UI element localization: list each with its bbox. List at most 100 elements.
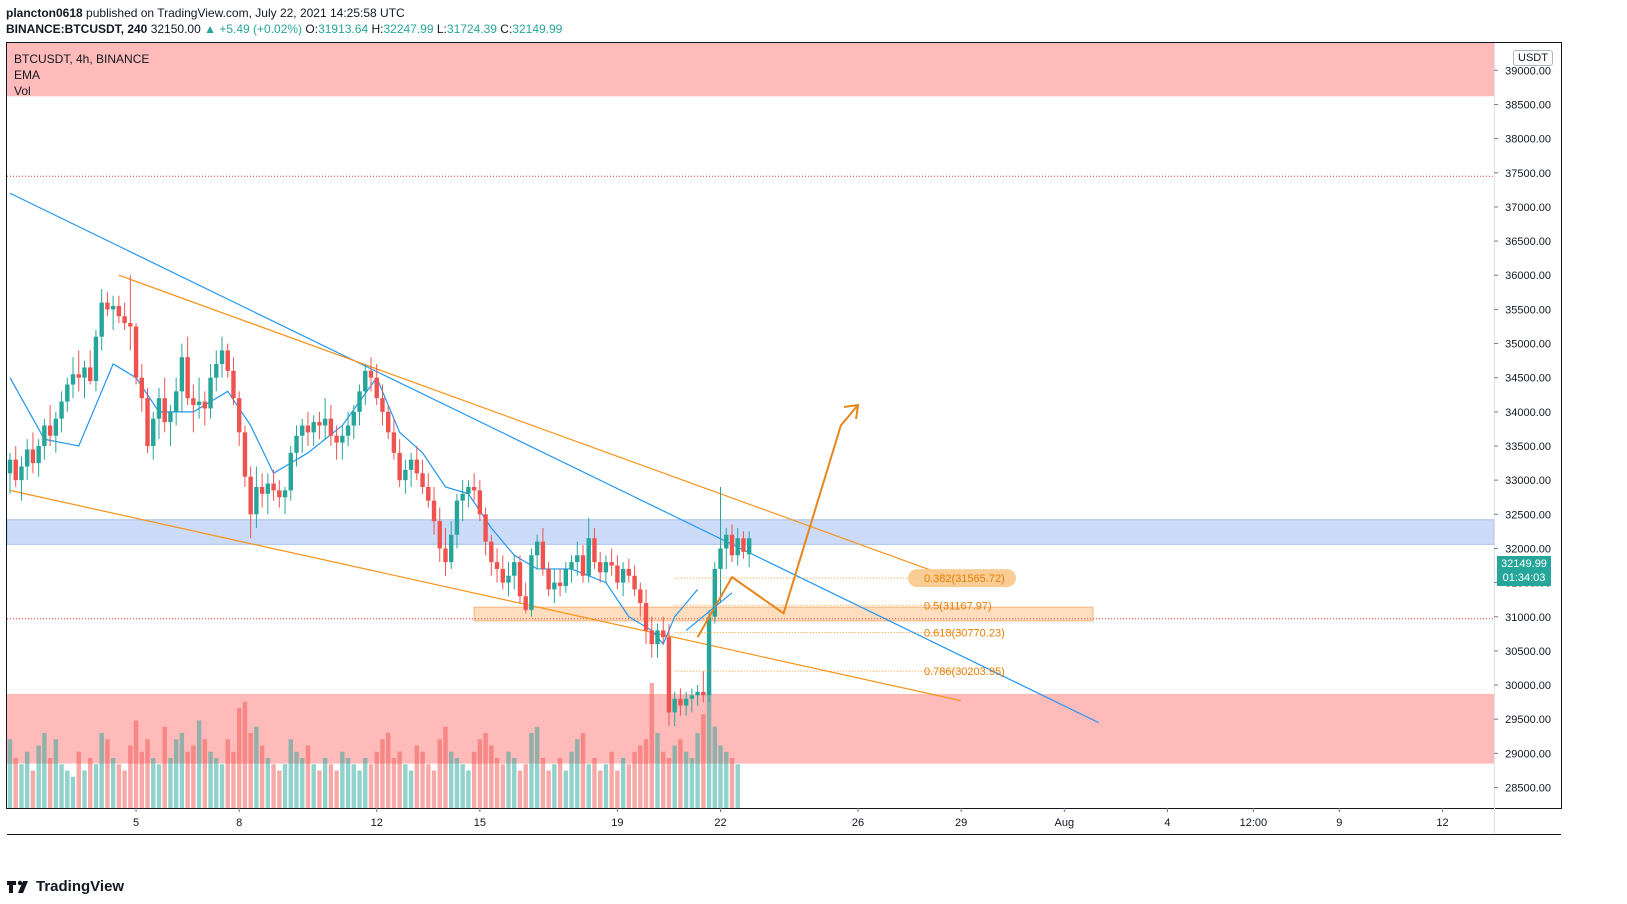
candle [466,480,471,508]
volume-bar [632,751,637,808]
fib-label: 0.382(31565.72) [924,573,1005,585]
candle-body [168,411,173,423]
volume-bar [294,751,299,808]
candle-body [156,398,162,419]
close-label: C: [500,22,513,36]
candle-body [13,459,18,481]
candle-body [259,486,265,494]
candle-body [552,582,557,590]
volume-bar [345,758,351,808]
volume-bar [219,764,225,808]
volume-bar [603,764,609,808]
publisher-name[interactable]: plancton0618 [6,6,83,20]
candle-body [563,568,569,587]
candle-body [546,568,551,590]
y-tick-label: 35000.00 [1505,339,1551,351]
candle-body [116,305,122,317]
candle-body [592,538,597,563]
candle [282,486,288,515]
candle [500,555,505,590]
volume-bar [13,758,18,808]
close-value: 32149.99 [512,22,563,36]
volume-bar [265,758,271,808]
volume-bar [403,764,408,808]
candle [477,480,483,522]
candle-body [219,350,225,365]
volume-bar [133,720,139,808]
y-tick-label: 36500.00 [1505,236,1551,248]
candle [294,425,299,467]
candle [557,568,563,597]
candle [632,565,637,597]
candle [655,623,660,658]
candle [162,377,167,433]
candle [506,562,511,597]
candle [271,469,276,501]
candle [666,623,672,727]
legend-vol[interactable]: Vol [14,84,31,98]
legend-title[interactable]: BTCUSDT, 4h, BINANCE [14,52,150,66]
fib-highlight [908,569,1016,588]
volume-bar [65,770,70,808]
candle-body [351,411,356,426]
volume-bar [208,751,213,808]
candle-body [724,534,729,549]
volume-bar [529,733,534,808]
volume-bar [225,739,230,808]
candle-body [248,476,253,515]
volume-bar [494,758,500,808]
candle [357,384,362,426]
currency-label[interactable]: USDT [1513,50,1553,66]
volume-bar [122,770,127,808]
candle-body [380,398,385,412]
candle [380,384,385,426]
volume-bar [466,770,471,808]
volume-bar [408,770,414,808]
candle [706,609,712,703]
candle-body [632,575,637,590]
candle [122,302,127,330]
candle-body [19,466,24,481]
candle-body [151,418,156,446]
volume-bar [277,770,282,808]
candle-body [88,367,93,382]
candle [724,527,729,569]
volume-bar [643,739,649,808]
tradingview-logo[interactable]: TradingView [6,878,124,895]
x-tick-label: 12 [371,817,383,829]
candle [408,452,414,487]
candle [626,558,632,583]
candle-body [65,384,70,402]
volume-bar [248,733,253,808]
volume-bar [116,764,122,808]
candle [385,405,391,440]
candle [689,688,695,713]
volume-bar [374,751,379,808]
volume-bar [615,770,620,808]
volume-bar [363,758,368,808]
volume-bar [706,689,712,808]
candle-body [128,323,133,327]
candle [741,531,746,559]
volume-bar [672,745,677,808]
candle [649,616,654,658]
y-tick-label: 30500.00 [1505,646,1551,658]
volume-bar [638,745,643,808]
candle [24,439,30,481]
volume-bar [460,764,465,808]
candle [179,343,185,412]
candle [334,425,339,460]
candle [489,534,494,576]
candle-body [609,562,614,566]
volume-bar [620,758,626,808]
candle-body [208,377,213,409]
legend-ema[interactable]: EMA [14,68,41,82]
forecast-path [696,404,859,638]
volume-bar [128,745,133,808]
small-arrow [685,592,733,631]
candle-body [706,616,712,696]
candle-body [443,548,448,563]
candle-body [477,490,483,515]
chart-frame [6,42,1562,809]
